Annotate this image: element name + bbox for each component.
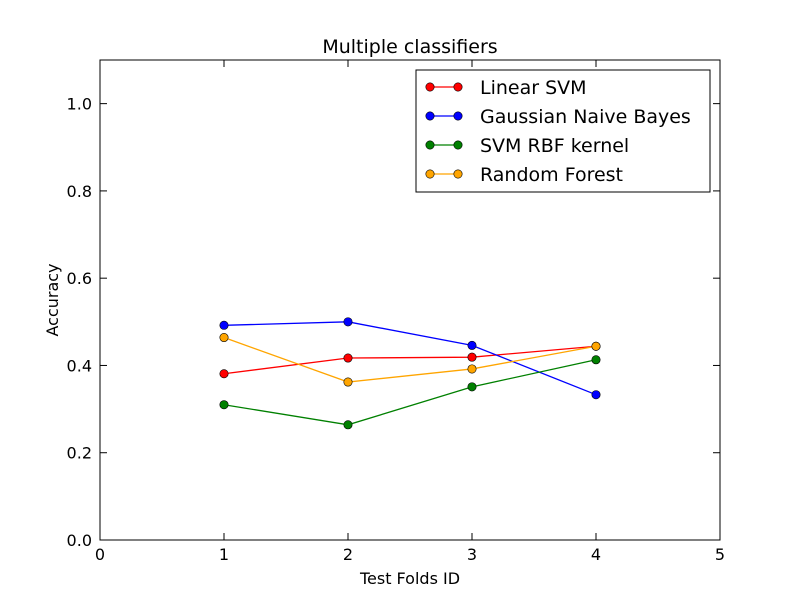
legend-label: Random Forest xyxy=(480,164,623,186)
x-axis-label: Test Folds ID xyxy=(359,569,460,588)
data-point xyxy=(591,390,601,400)
y-tick-label: 0.0 xyxy=(67,531,92,550)
x-tick-label: 5 xyxy=(715,545,725,564)
data-point xyxy=(343,377,353,387)
data-point xyxy=(467,382,477,392)
data-point xyxy=(591,355,601,365)
y-tick-label: 0.6 xyxy=(67,269,92,288)
series-line-2 xyxy=(223,359,597,426)
plot-frame xyxy=(99,59,721,541)
legend-marker xyxy=(453,140,463,150)
y-tick-label: 1.0 xyxy=(67,95,92,114)
x-tick-label: 3 xyxy=(467,545,477,564)
data-point xyxy=(219,369,229,379)
x-tick-label: 2 xyxy=(343,545,353,564)
legend: Linear SVM Gaussian Naive Bayes SVM RBF ke… xyxy=(415,69,711,193)
data-point xyxy=(467,340,477,350)
legend-marker xyxy=(425,140,435,150)
series-line-1 xyxy=(223,321,597,396)
chart-title: Multiple classifiers xyxy=(322,36,497,58)
data-point xyxy=(343,353,353,363)
y-axis-label: Accuracy xyxy=(43,263,62,336)
data-point xyxy=(591,341,601,351)
series-line-3 xyxy=(223,336,597,383)
data-point xyxy=(219,333,229,343)
legend-marker xyxy=(453,111,463,121)
legend-marker xyxy=(425,82,435,92)
data-point xyxy=(467,352,477,362)
plot-layer: 0 1 2 3 4 5 0.0 0.2 0.4 0.6 0.8 1.0 xyxy=(67,59,725,564)
legend-marker xyxy=(425,111,435,121)
x-tick-label: 4 xyxy=(591,545,601,564)
data-point xyxy=(467,364,477,374)
legend-label: Gaussian Naive Bayes xyxy=(480,106,691,128)
legend-label: SVM RBF kernel xyxy=(480,135,629,157)
legend-marker xyxy=(453,82,463,92)
series-line-0 xyxy=(223,345,597,375)
data-point xyxy=(219,400,229,410)
data-point xyxy=(219,320,229,330)
x-tick-label: 1 xyxy=(219,545,229,564)
data-point xyxy=(343,420,353,430)
y-tick-label: 0.8 xyxy=(67,182,92,201)
legend-marker xyxy=(425,169,435,179)
legend-marker xyxy=(453,169,463,179)
y-tick-label: 0.4 xyxy=(67,356,92,375)
legend-box xyxy=(415,69,711,193)
x-tick-label: 0 xyxy=(95,545,105,564)
data-point xyxy=(343,317,353,327)
y-tick-label: 0.2 xyxy=(67,444,92,463)
legend-label: Linear SVM xyxy=(480,77,587,99)
